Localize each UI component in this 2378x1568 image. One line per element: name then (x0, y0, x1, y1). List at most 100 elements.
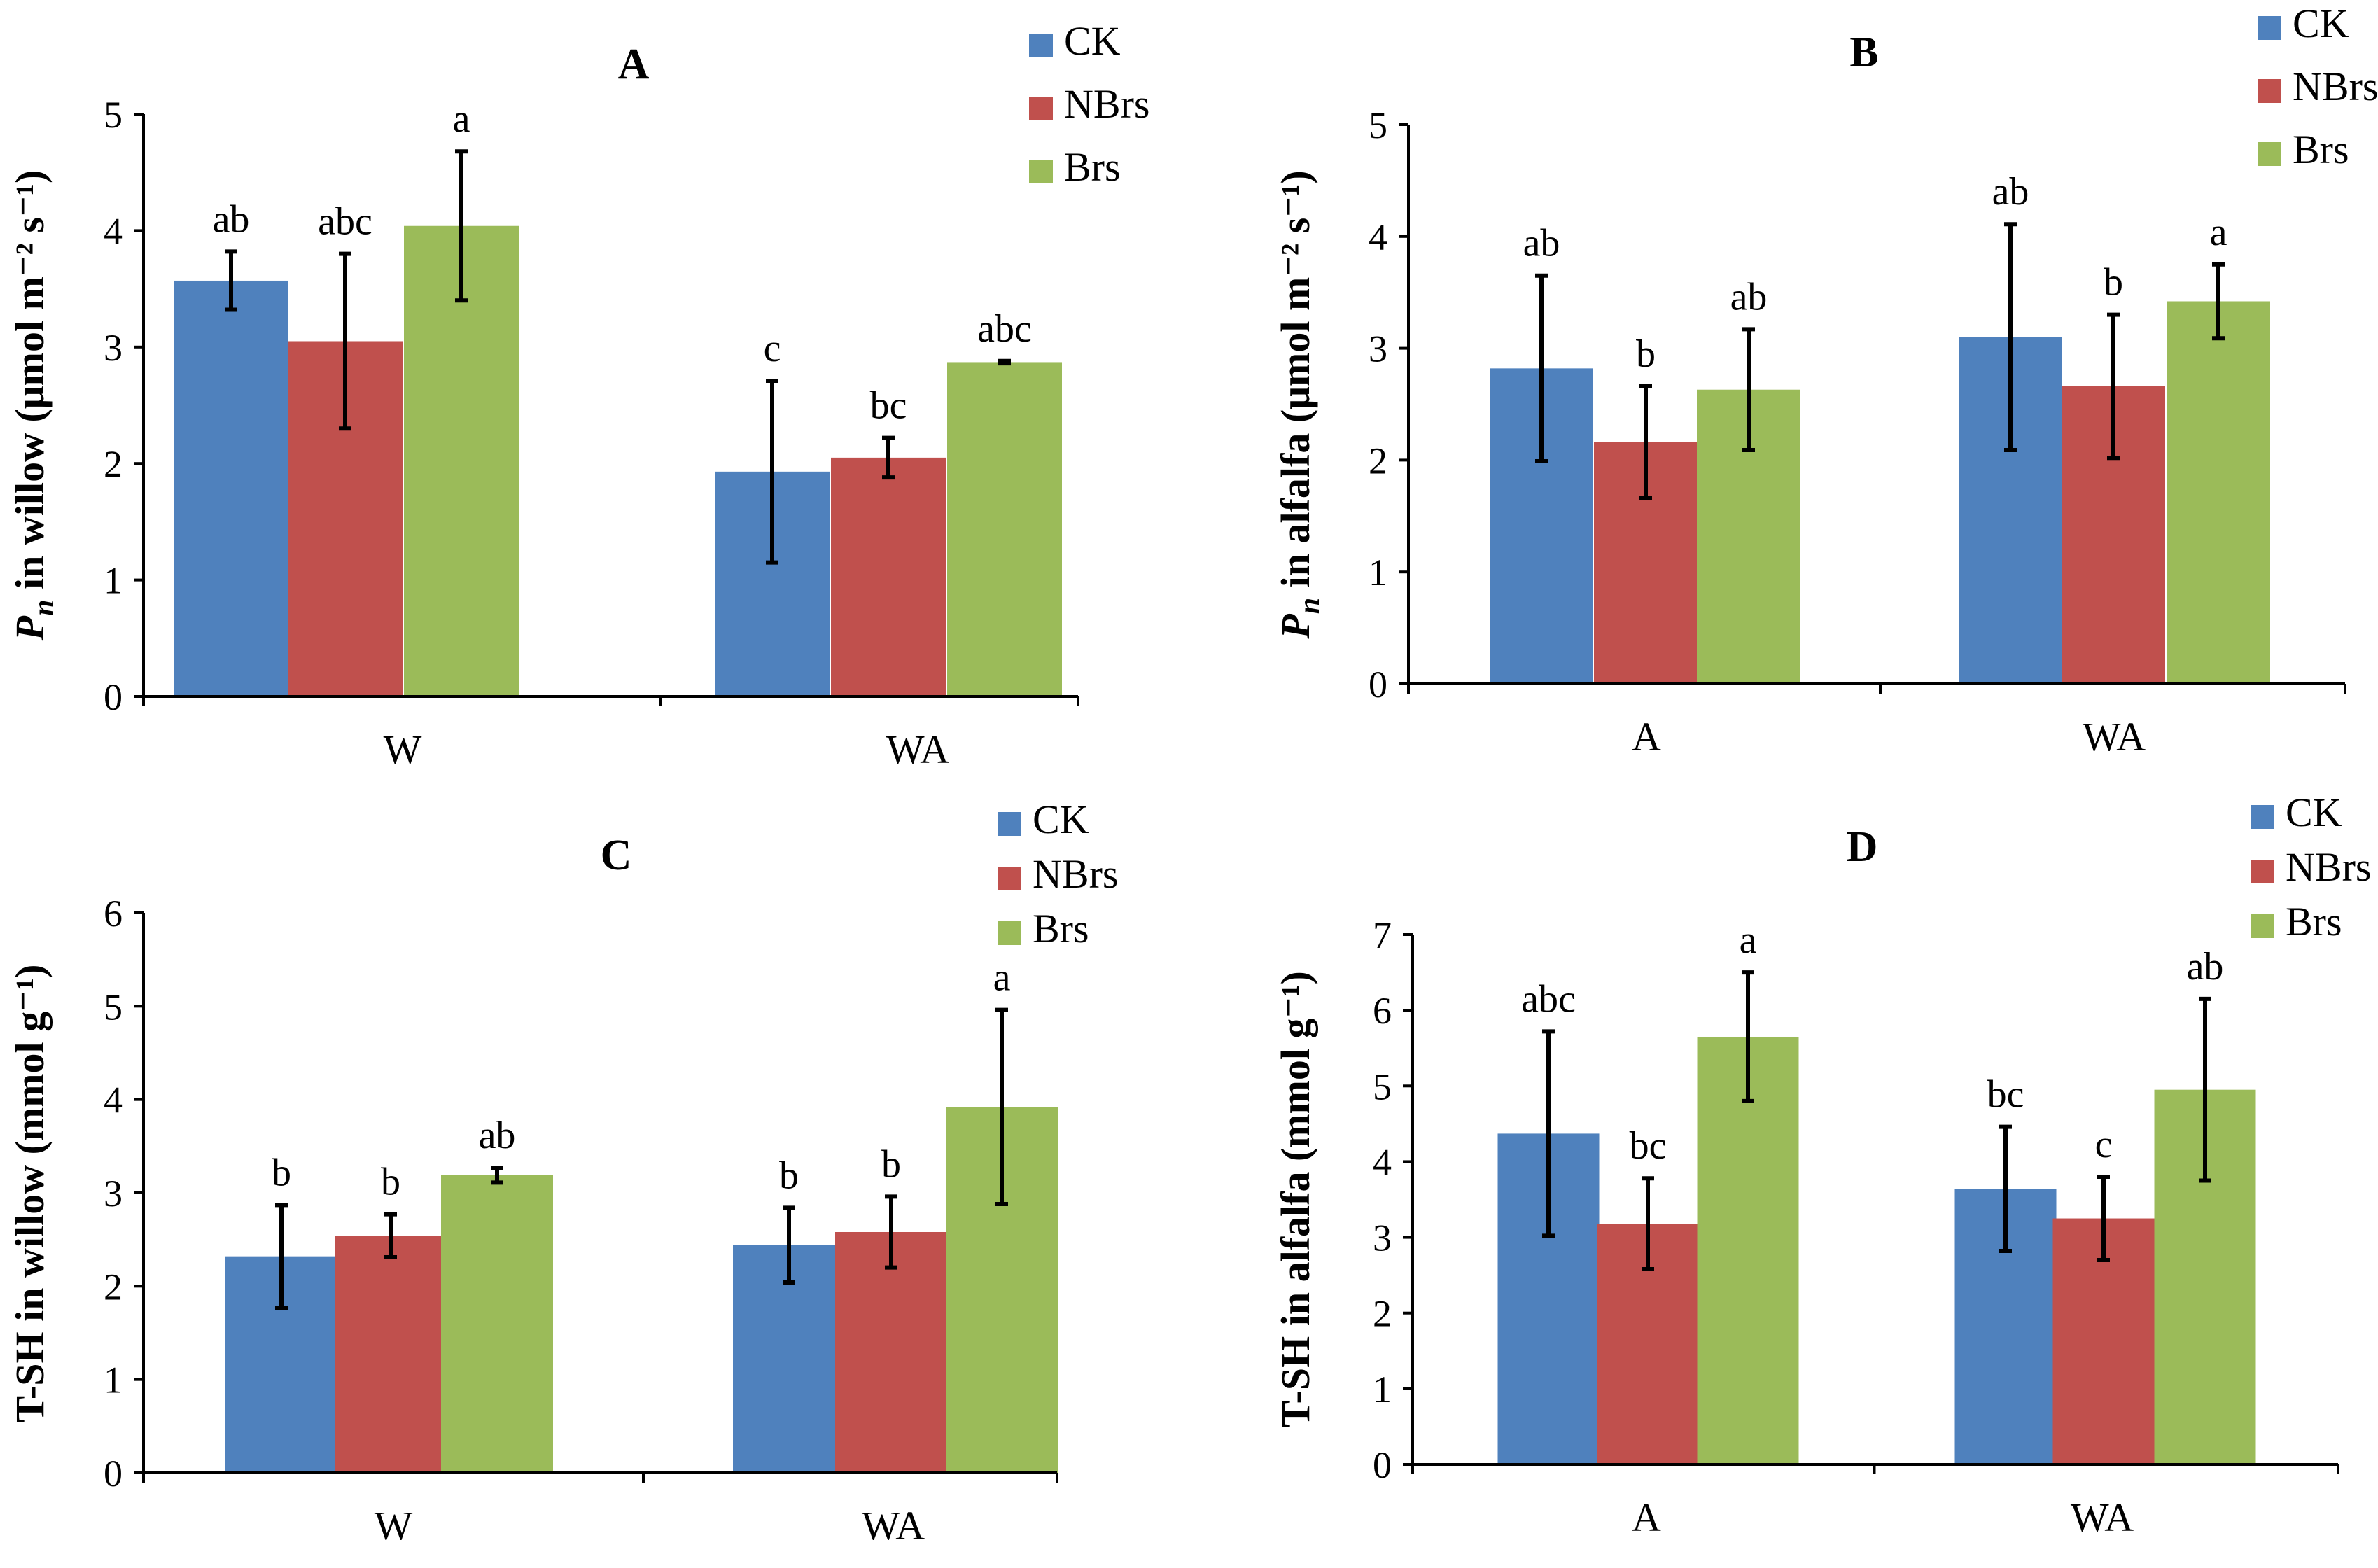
y-tick-label: 5 (1373, 1065, 1392, 1107)
y-tick-label: 3 (104, 1172, 123, 1214)
y-axis-label: Pn in willow (μmol m⁻² s⁻¹) (7, 170, 60, 642)
error-bar-brs-a (1742, 327, 1755, 453)
legend-label-nbrs: NBrs (1064, 81, 1149, 127)
legend-swatch-brs (2251, 914, 2274, 938)
error-bar-brs-wa (2212, 262, 2225, 341)
error-bar-brs-w (455, 149, 468, 303)
bar-brs-wa (2167, 301, 2270, 684)
error-bar-nbrs-a (1642, 1176, 1654, 1271)
legend-swatch-nbrs (998, 867, 1021, 890)
error-bar-nbrs-w (384, 1212, 397, 1259)
legend: CK NBrs Brs (2258, 1, 2378, 172)
significance-letter: bc (1630, 1124, 1667, 1168)
y-axis-label-subscript: n (1294, 598, 1326, 614)
x-tick-label: WA (862, 1503, 925, 1548)
legend-swatch-brs (998, 921, 1021, 945)
legend-swatch-nbrs (2251, 860, 2274, 883)
y-tick-label: 3 (1369, 328, 1387, 370)
y-tick-label: 1 (1369, 552, 1387, 594)
significance-letter: ab (479, 1114, 516, 1157)
error-bar-nbrs-wa (2107, 312, 2120, 461)
legend-label-ck: CK (2293, 1, 2349, 46)
y-tick-label: 0 (1373, 1444, 1392, 1486)
significance-letter: abc (318, 200, 372, 244)
significance-letter: b (272, 1151, 291, 1194)
y-axis-label-symbol: P (7, 615, 53, 641)
error-bar-ck-w (275, 1203, 288, 1310)
significance-letter: c (2095, 1123, 2113, 1166)
bar-brs-a (1697, 1036, 1799, 1464)
legend: CK NBrs Brs (998, 797, 1118, 951)
legend-swatch-ck (1029, 34, 1053, 57)
legend-label-nbrs: NBrs (2293, 64, 2378, 109)
significance-letter: b (381, 1161, 400, 1204)
error-bar-brs-w (491, 1166, 503, 1185)
x-tick-label: A (1632, 714, 1661, 760)
error-bar-ck-wa (783, 1205, 795, 1284)
chart-panel-b: ab ab b b ab a 0 1 2 3 4 5 A WA B Pn in alfalfa (μmol m… (1273, 1, 2378, 760)
legend-swatch-nbrs (1029, 97, 1053, 120)
y-tick-label: 2 (1373, 1293, 1392, 1335)
error-bar-nbrs-a (1639, 384, 1652, 500)
significance-letter: a (2210, 211, 2227, 254)
x-tick-label: A (1632, 1494, 1661, 1540)
error-bar-brs-wa (995, 1007, 1008, 1206)
y-tick-label: 5 (104, 94, 123, 136)
legend-swatch-nbrs (2258, 79, 2281, 103)
error-bar-brs-a (1742, 970, 1754, 1103)
chart-panel-d: abc bc bc c a ab 0 1 2 3 4 5 6 7 A WA D T-SH in alfalfa (… (1273, 790, 2371, 1540)
significance-letter: a (453, 97, 470, 141)
significance-letter: ab (1992, 170, 2029, 214)
x-tick-label: W (384, 727, 422, 772)
y-tick-label: 1 (104, 1359, 123, 1401)
panel-title: B (1849, 29, 1878, 76)
y-tick-label: 4 (1373, 1141, 1392, 1183)
bar-brs-w (404, 225, 519, 696)
bar-ck-w (174, 280, 288, 696)
y-tick-label: 5 (104, 986, 123, 1028)
legend-label-brs: Brs (2293, 127, 2349, 172)
error-bar-ck-a (1542, 1029, 1555, 1238)
y-axis-label-text: in willow (μmol m⁻² s⁻¹) (7, 170, 53, 600)
error-bar-ck-a (1535, 273, 1548, 463)
legend-swatch-ck (2251, 805, 2274, 829)
y-tick-label: 0 (1369, 664, 1387, 706)
bar-nbrs-w (335, 1236, 447, 1473)
significance-letter: b (1636, 332, 1656, 376)
significance-letter: a (1740, 918, 1757, 962)
x-tick-label: WA (886, 727, 949, 772)
y-axis-label: T-SH in alfalfa (mmol g⁻¹) (1273, 971, 1318, 1427)
y-tick-label: 0 (104, 676, 123, 718)
significance-letter: b (881, 1142, 901, 1186)
panel-title: C (601, 832, 632, 879)
y-tick-label: 2 (104, 443, 123, 485)
significance-letter: c (764, 327, 781, 370)
x-tick-label: WA (2083, 714, 2146, 760)
y-tick-label: 2 (1369, 440, 1387, 482)
significance-letter: a (993, 956, 1011, 1000)
error-bar-nbrs-wa (2097, 1175, 2110, 1263)
significance-letter: abc (1521, 977, 1576, 1021)
legend-label-ck: CK (1033, 797, 1089, 842)
panel-title: A (618, 41, 650, 88)
legend-swatch-brs (1029, 160, 1053, 183)
significance-letter: ab (2187, 945, 2224, 988)
y-tick-label: 1 (1373, 1368, 1392, 1410)
x-tick-label: W (375, 1503, 413, 1548)
y-tick-label: 7 (1373, 914, 1392, 956)
significance-letter: bc (870, 384, 907, 428)
y-tick-label: 5 (1369, 104, 1387, 146)
y-tick-label: 6 (1373, 990, 1392, 1032)
error-bar-brs-wa (998, 358, 1011, 366)
error-bar-brs-wa (2199, 996, 2211, 1183)
significance-letter: ab (1523, 222, 1560, 265)
significance-letter: bc (1987, 1073, 2024, 1116)
significance-letter: abc (977, 307, 1032, 351)
y-tick-label: 6 (104, 892, 123, 934)
y-tick-label: 2 (104, 1266, 123, 1308)
error-bar-nbrs-wa (885, 1194, 897, 1270)
legend-label-ck: CK (2286, 790, 2342, 835)
significance-letter: b (2104, 261, 2123, 304)
significance-letter: ab (213, 197, 250, 241)
